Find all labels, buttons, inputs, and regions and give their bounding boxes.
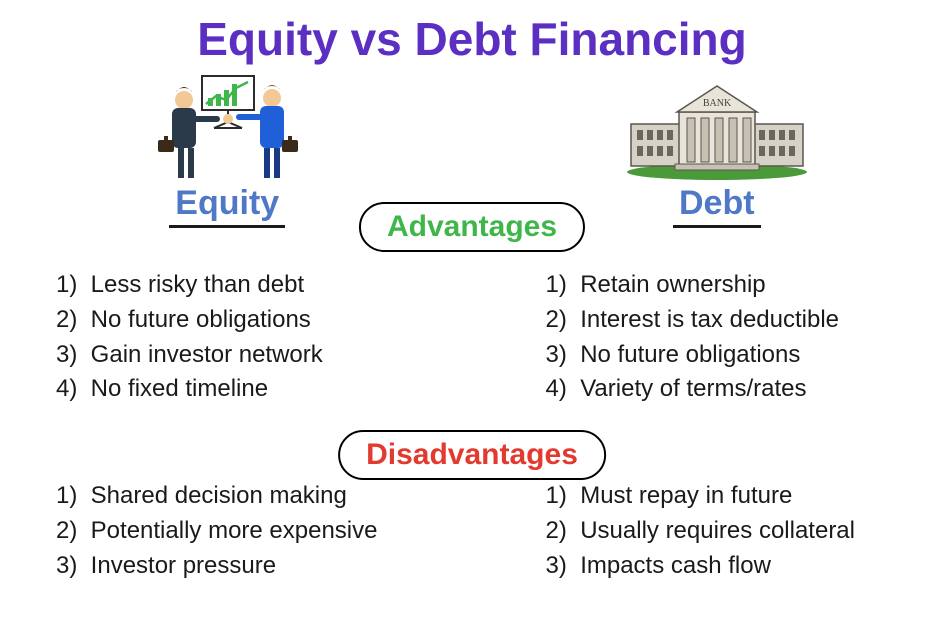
list-item: 3) Gain investor network (56, 338, 404, 373)
list-item-text: Gain investor network (91, 341, 323, 368)
equity-label: Equity (169, 184, 285, 228)
list-item-text: Shared decision making (91, 482, 347, 509)
list-item-text: No fixed timeline (91, 375, 268, 402)
disadvantages-badge: Disadvantages (338, 430, 606, 480)
list-item: 2) No future obligations (56, 303, 404, 338)
list-item: 4) No fixed timeline (56, 372, 404, 407)
debt-disadvantages-list: 1) Must repay in future 2) Usually requi… (540, 479, 894, 583)
list-item: 2) Usually requires collateral (546, 514, 894, 549)
debt-label: Debt (673, 184, 761, 228)
list-item: 3) Impacts cash flow (546, 549, 894, 584)
list-item: 2) Interest is tax deductible (546, 303, 894, 338)
debt-column: BANK Debt 1) Retain ownership 2) Interes… (540, 72, 894, 584)
list-item: 3) No future obligations (546, 338, 894, 373)
list-item-text: Interest is tax deductible (580, 306, 839, 333)
svg-text:BANK: BANK (703, 98, 732, 109)
list-item: 2) Potentially more expensive (56, 514, 404, 549)
handshake-illustration (142, 72, 312, 182)
list-item: 1) Shared decision making (56, 479, 404, 514)
list-item: 3) Investor pressure (56, 549, 404, 584)
advantages-badge: Advantages (359, 202, 585, 252)
list-item-text: Less risky than debt (91, 271, 304, 298)
equity-disadvantages-list: 1) Shared decision making 2) Potentially… (50, 479, 404, 583)
list-item-text: Investor pressure (91, 552, 276, 579)
list-item-text: Potentially more expensive (91, 517, 378, 544)
list-item-text: Impacts cash flow (580, 552, 771, 579)
page-title: Equity vs Debt Financing (0, 0, 944, 66)
list-item-text: No future obligations (580, 341, 800, 368)
list-item: 1) Less risky than debt (56, 268, 404, 303)
debt-advantages-list: 1) Retain ownership 2) Interest is tax d… (540, 268, 894, 407)
list-item-text: Must repay in future (580, 482, 792, 509)
list-item-text: No future obligations (91, 306, 311, 333)
equity-column: Equity 1) Less risky than debt 2) No fut… (50, 72, 404, 584)
bank-illustration: BANK (617, 72, 817, 182)
list-item: 1) Retain ownership (546, 268, 894, 303)
equity-advantages-list: 1) Less risky than debt 2) No future obl… (50, 268, 404, 407)
list-item-text: Usually requires collateral (580, 517, 855, 544)
list-item: 4) Variety of terms/rates (546, 372, 894, 407)
list-item-text: Retain ownership (580, 271, 765, 298)
list-item: 1) Must repay in future (546, 479, 894, 514)
list-item-text: Variety of terms/rates (580, 375, 806, 402)
